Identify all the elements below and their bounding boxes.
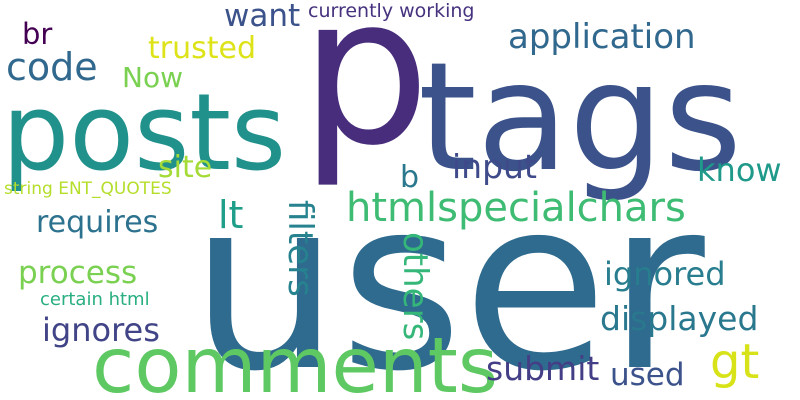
word-tags: tags bbox=[418, 31, 743, 205]
word-submit: submit bbox=[486, 349, 600, 388]
word-ignores: ignores bbox=[42, 311, 160, 349]
word-user: user bbox=[190, 148, 705, 400]
word-others: others bbox=[395, 232, 435, 341]
word-trusted: trusted bbox=[148, 31, 257, 66]
word-process: process bbox=[18, 255, 138, 291]
word-displayed: displayed bbox=[600, 299, 759, 338]
word-application: application bbox=[508, 17, 696, 57]
word-requires: requires bbox=[36, 205, 159, 240]
word-know: know bbox=[697, 151, 782, 189]
word-comments: comments bbox=[92, 322, 498, 400]
word-string-ent-quotes: string ENT_QUOTES bbox=[4, 179, 172, 199]
word-certain-html: certain html bbox=[40, 289, 150, 310]
word-b: b bbox=[400, 160, 420, 195]
word-lt: lt bbox=[218, 193, 244, 237]
word-used: used bbox=[610, 357, 685, 393]
word-currently-working: currently working bbox=[308, 0, 475, 22]
word-gt: gt bbox=[710, 334, 760, 390]
word-br: br bbox=[22, 17, 53, 51]
word-code: code bbox=[6, 45, 98, 89]
word-filters: filters bbox=[280, 200, 320, 297]
word-ignored: ignored bbox=[604, 255, 726, 293]
word-site: site bbox=[158, 150, 213, 185]
word-input: input bbox=[452, 147, 537, 186]
word-want: want bbox=[224, 0, 301, 34]
word-p: p bbox=[300, 0, 431, 191]
word-htmlspecialchars: htmlspecialchars bbox=[346, 185, 686, 231]
word-posts: posts bbox=[2, 71, 287, 194]
word-now: Now bbox=[122, 61, 183, 94]
